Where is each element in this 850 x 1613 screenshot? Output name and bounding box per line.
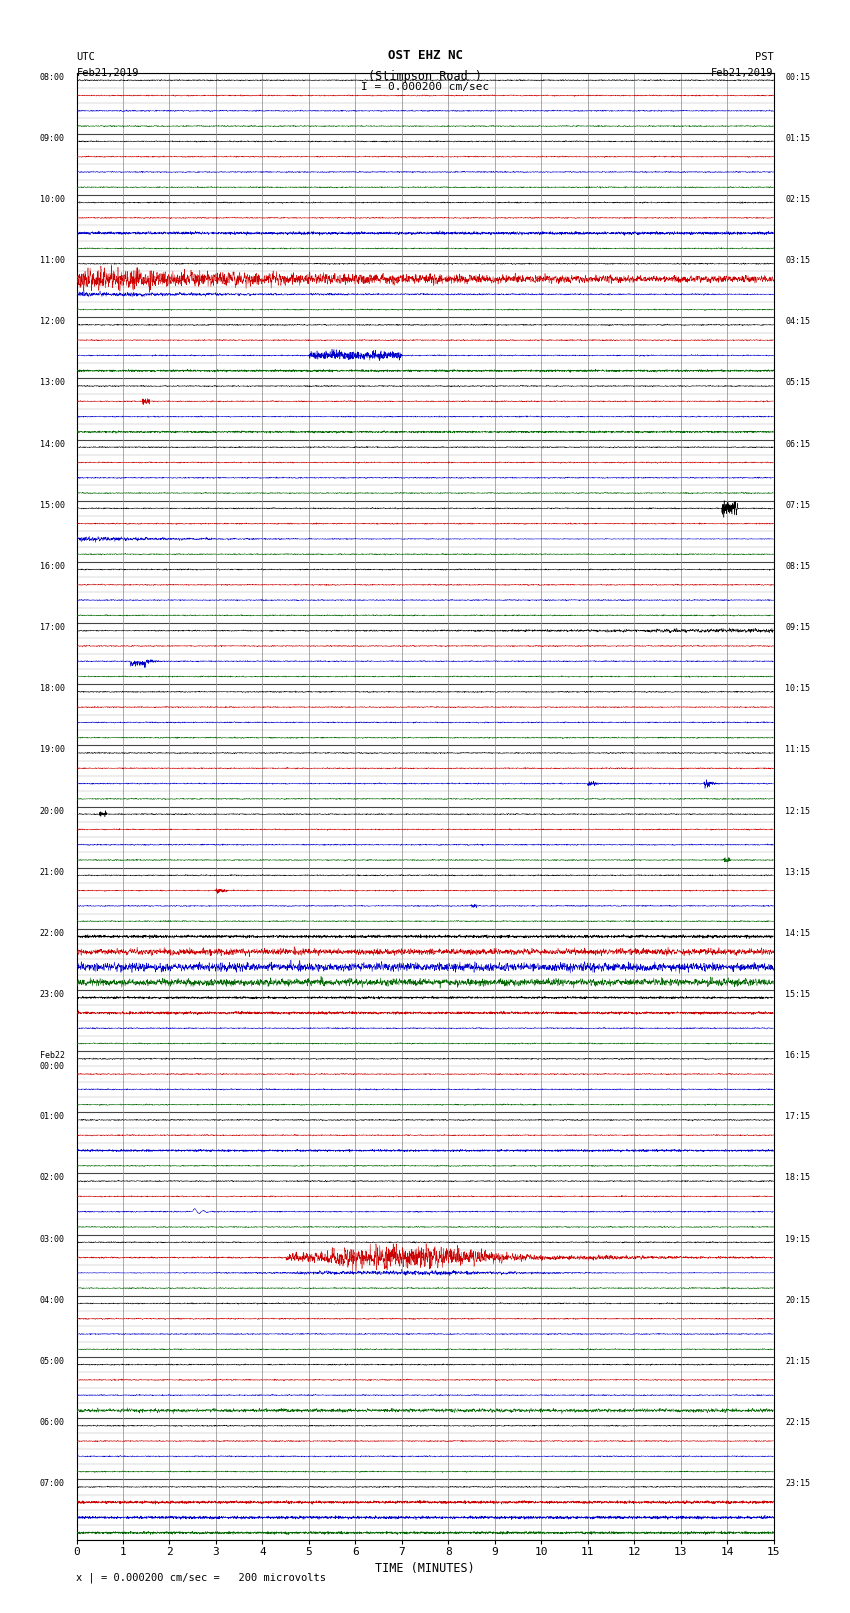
Text: Feb21,2019: Feb21,2019 — [76, 68, 139, 77]
Text: 00:15: 00:15 — [785, 73, 810, 82]
Text: 09:00: 09:00 — [40, 134, 65, 142]
Text: 06:00: 06:00 — [40, 1418, 65, 1428]
Text: I = 0.000200 cm/sec: I = 0.000200 cm/sec — [361, 82, 489, 92]
Text: 11:15: 11:15 — [785, 745, 810, 755]
Text: PST: PST — [755, 52, 774, 63]
Text: 19:00: 19:00 — [40, 745, 65, 755]
Text: OST EHZ NC: OST EHZ NC — [388, 48, 462, 63]
Text: 21:15: 21:15 — [785, 1357, 810, 1366]
Text: Feb21,2019: Feb21,2019 — [711, 68, 774, 77]
Text: 22:15: 22:15 — [785, 1418, 810, 1428]
Text: 01:15: 01:15 — [785, 134, 810, 142]
Text: 01:00: 01:00 — [40, 1113, 65, 1121]
Text: (Stimpson Road ): (Stimpson Road ) — [368, 71, 482, 84]
Text: 16:15: 16:15 — [785, 1052, 810, 1060]
Text: 02:15: 02:15 — [785, 195, 810, 203]
Text: 13:15: 13:15 — [785, 868, 810, 876]
Text: 14:15: 14:15 — [785, 929, 810, 937]
Text: 23:15: 23:15 — [785, 1479, 810, 1489]
Text: 11:00: 11:00 — [40, 256, 65, 265]
Text: 07:15: 07:15 — [785, 500, 810, 510]
Text: 09:15: 09:15 — [785, 623, 810, 632]
Text: Feb22: Feb22 — [40, 1052, 65, 1060]
Text: 03:00: 03:00 — [40, 1234, 65, 1244]
Text: 12:00: 12:00 — [40, 318, 65, 326]
Text: 18:15: 18:15 — [785, 1174, 810, 1182]
Text: x | = 0.000200 cm/sec =   200 microvolts: x | = 0.000200 cm/sec = 200 microvolts — [76, 1573, 326, 1584]
Text: 03:15: 03:15 — [785, 256, 810, 265]
Text: 05:00: 05:00 — [40, 1357, 65, 1366]
Text: 00:00: 00:00 — [40, 1061, 65, 1071]
Text: 13:00: 13:00 — [40, 379, 65, 387]
Text: 15:00: 15:00 — [40, 500, 65, 510]
Text: 21:00: 21:00 — [40, 868, 65, 876]
Text: 02:00: 02:00 — [40, 1174, 65, 1182]
X-axis label: TIME (MINUTES): TIME (MINUTES) — [375, 1561, 475, 1574]
Text: 17:15: 17:15 — [785, 1113, 810, 1121]
Text: 05:15: 05:15 — [785, 379, 810, 387]
Text: 23:00: 23:00 — [40, 990, 65, 998]
Text: 15:15: 15:15 — [785, 990, 810, 998]
Text: 07:00: 07:00 — [40, 1479, 65, 1489]
Text: 06:15: 06:15 — [785, 440, 810, 448]
Text: 16:00: 16:00 — [40, 561, 65, 571]
Text: 10:00: 10:00 — [40, 195, 65, 203]
Text: 08:00: 08:00 — [40, 73, 65, 82]
Text: 10:15: 10:15 — [785, 684, 810, 694]
Text: 17:00: 17:00 — [40, 623, 65, 632]
Text: UTC: UTC — [76, 52, 95, 63]
Text: 04:00: 04:00 — [40, 1295, 65, 1305]
Text: 19:15: 19:15 — [785, 1234, 810, 1244]
Text: 14:00: 14:00 — [40, 440, 65, 448]
Text: 12:15: 12:15 — [785, 806, 810, 816]
Text: 20:15: 20:15 — [785, 1295, 810, 1305]
Text: 20:00: 20:00 — [40, 806, 65, 816]
Text: 22:00: 22:00 — [40, 929, 65, 937]
Text: 08:15: 08:15 — [785, 561, 810, 571]
Text: 04:15: 04:15 — [785, 318, 810, 326]
Text: 18:00: 18:00 — [40, 684, 65, 694]
